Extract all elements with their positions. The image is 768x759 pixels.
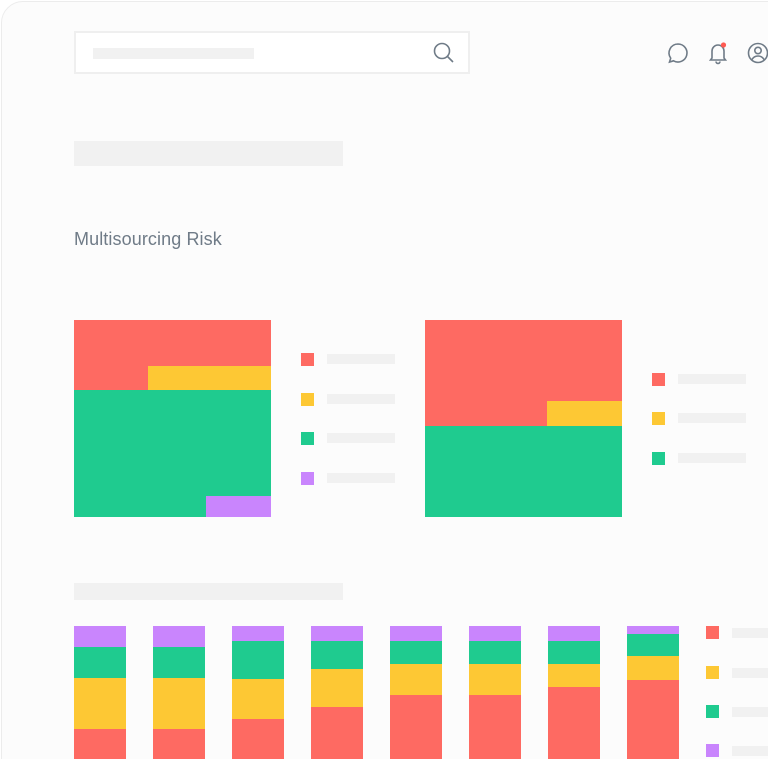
treemap-segment-yellow[interactable]: [148, 366, 271, 390]
treemap-chart-1: [74, 320, 271, 517]
treemap-segment-green[interactable]: [425, 426, 622, 517]
bar-segment-purple: [153, 626, 205, 647]
stacked-bar[interactable]: [469, 626, 521, 759]
bar-segment-yellow: [548, 664, 600, 687]
treemap-segment-yellow[interactable]: [547, 401, 622, 426]
legend-swatch-yellow: [706, 666, 719, 679]
stacked-bar[interactable]: [153, 626, 205, 759]
search-input-placeholder[interactable]: [93, 48, 254, 59]
bell-icon[interactable]: [706, 41, 730, 65]
legend-swatch-red: [652, 373, 665, 386]
legend-swatch-green: [301, 432, 314, 445]
bar-segment-yellow: [74, 678, 126, 729]
treemap-segment-purple[interactable]: [206, 496, 271, 517]
bar-segment-red: [469, 695, 521, 759]
bar-segment-yellow: [153, 678, 205, 729]
bar-segment-green: [627, 634, 679, 656]
legend-swatch-yellow: [301, 393, 314, 406]
legend-label: [327, 394, 395, 404]
legend-label: [678, 374, 746, 384]
legend-label: [678, 413, 746, 423]
legend-label: [327, 473, 395, 483]
treemap-segment-green[interactable]: [74, 390, 271, 517]
bar-segment-purple: [390, 626, 442, 641]
section-title: Multisourcing Risk: [74, 229, 222, 249]
legend-swatch-red: [706, 626, 719, 639]
search-icon[interactable]: [432, 41, 456, 65]
bar-segment-green: [232, 641, 284, 679]
legend-label: [327, 354, 395, 364]
bar-segment-yellow: [627, 656, 679, 680]
bar-segment-green: [153, 647, 205, 678]
bar-segment-red: [153, 729, 205, 759]
legend-label: [678, 453, 746, 463]
treemap-chart-2: [425, 320, 622, 517]
legend-swatch-red: [301, 353, 314, 366]
bar-segment-yellow: [232, 679, 284, 719]
notification-badge: [720, 42, 727, 48]
legend-swatch-green: [652, 452, 665, 465]
stacked-bar[interactable]: [74, 626, 126, 759]
legend-label: [732, 668, 768, 678]
stacked-bar[interactable]: [390, 626, 442, 759]
bar-segment-green: [390, 641, 442, 664]
bar-segment-green: [548, 641, 600, 664]
legend-swatch-purple: [301, 472, 314, 485]
bar-segment-green: [311, 641, 363, 669]
bar-segment-yellow: [390, 664, 442, 695]
bar-segment-red: [548, 687, 600, 759]
stacked-bar[interactable]: [232, 626, 284, 759]
stacked-bar[interactable]: [627, 626, 679, 759]
legend-label: [732, 628, 768, 638]
bar-segment-yellow: [311, 669, 363, 707]
bar-segment-red: [390, 695, 442, 759]
bar-segment-purple: [74, 626, 126, 647]
chat-icon[interactable]: [666, 41, 690, 65]
bar-segment-green: [74, 647, 126, 678]
search-field[interactable]: [74, 31, 470, 74]
bar-segment-yellow: [469, 664, 521, 695]
bar-segment-red: [627, 680, 679, 759]
bar-segment-red: [311, 707, 363, 759]
bar-segment-purple: [627, 626, 679, 634]
legend-label: [732, 707, 768, 717]
user-icon[interactable]: [746, 41, 768, 65]
bar-segment-red: [74, 729, 126, 759]
bar-segment-purple: [311, 626, 363, 641]
section-2-title-placeholder: [74, 583, 343, 600]
stacked-bar[interactable]: [311, 626, 363, 759]
legend-swatch-yellow: [652, 412, 665, 425]
stacked-bar[interactable]: [548, 626, 600, 759]
bar-segment-purple: [232, 626, 284, 641]
legend-swatch-purple: [706, 744, 719, 757]
legend-label: [732, 746, 768, 756]
legend-label: [327, 433, 395, 443]
bar-segment-purple: [469, 626, 521, 641]
bar-segment-green: [469, 641, 521, 664]
bar-segment-red: [232, 719, 284, 759]
bar-segment-purple: [548, 626, 600, 641]
legend-swatch-green: [706, 705, 719, 718]
page-title-placeholder: [74, 141, 343, 166]
